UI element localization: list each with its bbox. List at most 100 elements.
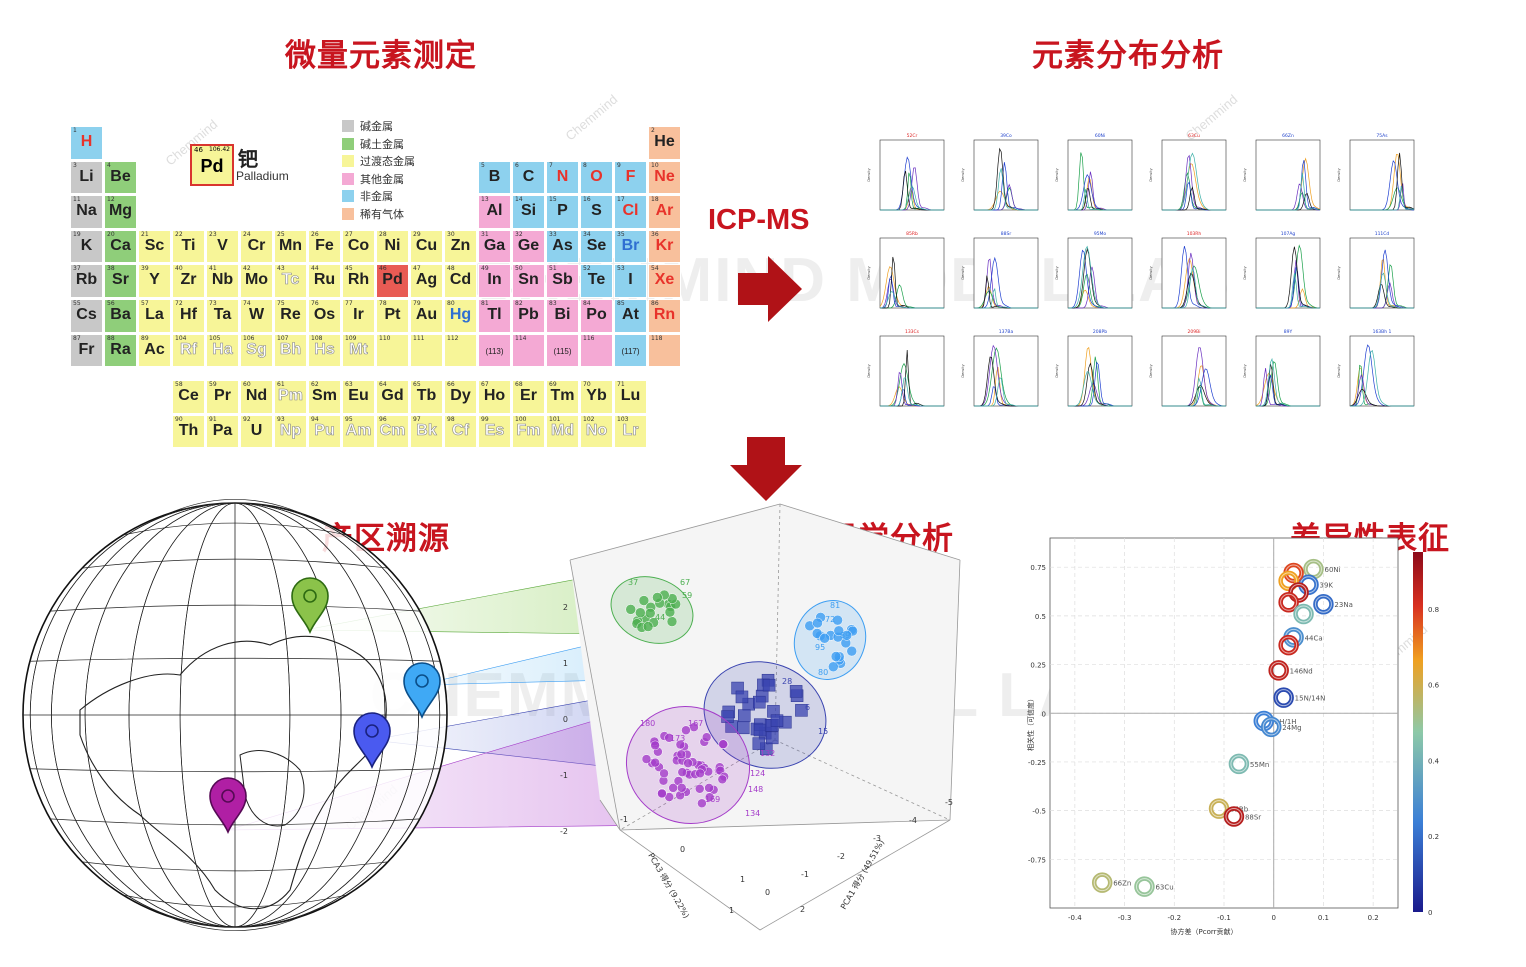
pca-point bbox=[718, 739, 728, 749]
element-cell: 66 Dy bbox=[444, 380, 477, 414]
element-number: 110 bbox=[379, 334, 391, 342]
element-cell: 48 Cd bbox=[444, 264, 477, 298]
scatter-point-label: 60Ni bbox=[1324, 566, 1340, 574]
element-cell: 70 Yb bbox=[580, 380, 613, 414]
element-symbol: Np bbox=[279, 421, 302, 439]
element-number: 82 bbox=[515, 300, 523, 307]
pca-point bbox=[735, 690, 749, 704]
periodic-table: 1 H 2 He 3 Li 4 Be 5 B 6 C 7 N 8 O 9 F 10 Ne 11 Na 12 Mg 13 Al 14 S… bbox=[70, 126, 681, 456]
pca-point bbox=[833, 625, 845, 637]
element-number: 96 bbox=[379, 415, 387, 423]
element-cell: 28 Ni bbox=[376, 229, 409, 264]
element-symbol: Eu bbox=[348, 387, 369, 404]
element-symbol: Lu bbox=[620, 387, 641, 404]
element-number: 41 bbox=[209, 265, 217, 273]
element-cell: 109 Mt bbox=[342, 333, 375, 368]
element-symbol: Sn bbox=[518, 271, 539, 289]
element-symbol: Gd bbox=[381, 387, 404, 404]
scatter-x-tick: 0.1 bbox=[1318, 914, 1329, 922]
pca-cluster: 81 72 89 95 80 bbox=[793, 600, 867, 680]
pca-point bbox=[812, 617, 823, 629]
scatter-y-tick: 0.25 bbox=[1030, 662, 1046, 670]
element-number: 68 bbox=[515, 381, 523, 388]
element-number: 63 bbox=[345, 381, 353, 388]
element-number: 46 bbox=[379, 265, 387, 273]
element-cell: 27 Co bbox=[342, 229, 375, 264]
element-symbol: Kr bbox=[655, 236, 674, 254]
density-subplot-title: 103Rh bbox=[1187, 231, 1202, 237]
element-number: 14 bbox=[515, 196, 523, 204]
element-symbol: Cd bbox=[449, 271, 472, 289]
element-cell: 12 Mg bbox=[104, 195, 137, 229]
scatter-axes: -0.4 -0.3 -0.2 -0.1 0 0.1 0.2 0.75 0.5 0.25 0 -0.25… bbox=[1028, 537, 1399, 922]
element-number: 75 bbox=[277, 300, 285, 307]
element-symbol: Mo bbox=[244, 271, 269, 289]
pca-point bbox=[664, 606, 676, 618]
element-symbol: Yb bbox=[586, 387, 607, 404]
density-grid: 52Cr Density 39Co Density 60Ni Density 63Cu Den… bbox=[867, 133, 1415, 407]
element-symbol: Ti bbox=[181, 236, 196, 254]
location-pin-icon bbox=[291, 577, 329, 635]
pca-point bbox=[846, 645, 857, 657]
density-subplot: 89Y Density bbox=[1243, 329, 1321, 407]
scatter-x-tick: 0 bbox=[1271, 914, 1275, 922]
element-symbol: Re bbox=[280, 306, 301, 323]
element-symbol: Rb bbox=[75, 271, 98, 289]
element-symbol: U bbox=[250, 421, 263, 439]
element-symbol: Nb bbox=[211, 271, 234, 289]
element-cell: 33 As bbox=[546, 229, 579, 264]
element-symbol: Tm bbox=[550, 387, 575, 404]
pca-y-tick: 1 bbox=[563, 659, 568, 668]
pca-point bbox=[677, 767, 688, 777]
density-subplot: 88Sr Density bbox=[961, 231, 1039, 309]
element-symbol: Te bbox=[587, 271, 606, 289]
scatter-y-tick: 0 bbox=[1042, 710, 1046, 718]
density-subplot: 52Cr Density bbox=[867, 133, 945, 211]
pca-point bbox=[828, 661, 839, 673]
element-cell: 37 Rb bbox=[70, 264, 103, 298]
element-symbol: Hs bbox=[314, 340, 335, 358]
element-symbol: Ar bbox=[655, 202, 674, 220]
density-subplot-title: 75As bbox=[1376, 133, 1388, 139]
element-cell: 24 Cr bbox=[240, 229, 273, 264]
legend-label: 其他金属 bbox=[360, 172, 404, 186]
element-symbol: As bbox=[552, 236, 573, 254]
element-symbol: Be bbox=[110, 167, 131, 185]
element-cell: 60 Nd bbox=[240, 380, 273, 414]
density-subplot: 85Rb Density bbox=[867, 231, 945, 309]
arrow-down-icon bbox=[730, 437, 802, 501]
scatter-point-label: 146Nd bbox=[1290, 667, 1313, 675]
element-number: 27 bbox=[345, 230, 353, 238]
title-trace-elements: 微量元素测定 bbox=[285, 38, 477, 74]
element-cell: 101 Md bbox=[546, 414, 579, 449]
legend-item: 稀有气体 bbox=[342, 206, 404, 222]
element-number: 43 bbox=[277, 265, 285, 273]
element-cell: 35 Br bbox=[614, 229, 647, 264]
element-symbol: Sc bbox=[144, 236, 165, 254]
density-subplot: 209Bi Density bbox=[1149, 329, 1227, 407]
element-cell: 17 Cl bbox=[614, 195, 647, 229]
element-symbol: Pa bbox=[212, 421, 233, 439]
element-cell: 43 Tc bbox=[274, 264, 307, 298]
scatter-point bbox=[1278, 570, 1299, 592]
element-cell: 99 Es bbox=[478, 414, 511, 449]
element-number: 50 bbox=[515, 265, 523, 273]
element-symbol: S bbox=[591, 202, 602, 220]
element-symbol: Ta bbox=[213, 306, 232, 323]
pca-point bbox=[625, 604, 636, 615]
density-ylabel: Density bbox=[1337, 266, 1341, 279]
pca-x-tick: 0 bbox=[765, 888, 770, 897]
element-cell: 75 Re bbox=[274, 299, 307, 333]
pca-x-tick: -5 bbox=[945, 798, 953, 807]
element-cell: 69 Tm bbox=[546, 380, 579, 414]
element-symbol: Zn bbox=[450, 236, 471, 254]
density-ylabel: Density bbox=[1149, 364, 1153, 377]
pca-y-tick: 0 bbox=[563, 715, 568, 724]
element-number: 8 bbox=[583, 161, 587, 169]
element-cell: 55 Cs bbox=[70, 299, 103, 333]
density-ylabel: Density bbox=[1243, 364, 1247, 377]
element-cell: 88 Ra bbox=[104, 333, 137, 368]
scatter-y-label: 相关性（可信度） bbox=[1026, 695, 1035, 751]
